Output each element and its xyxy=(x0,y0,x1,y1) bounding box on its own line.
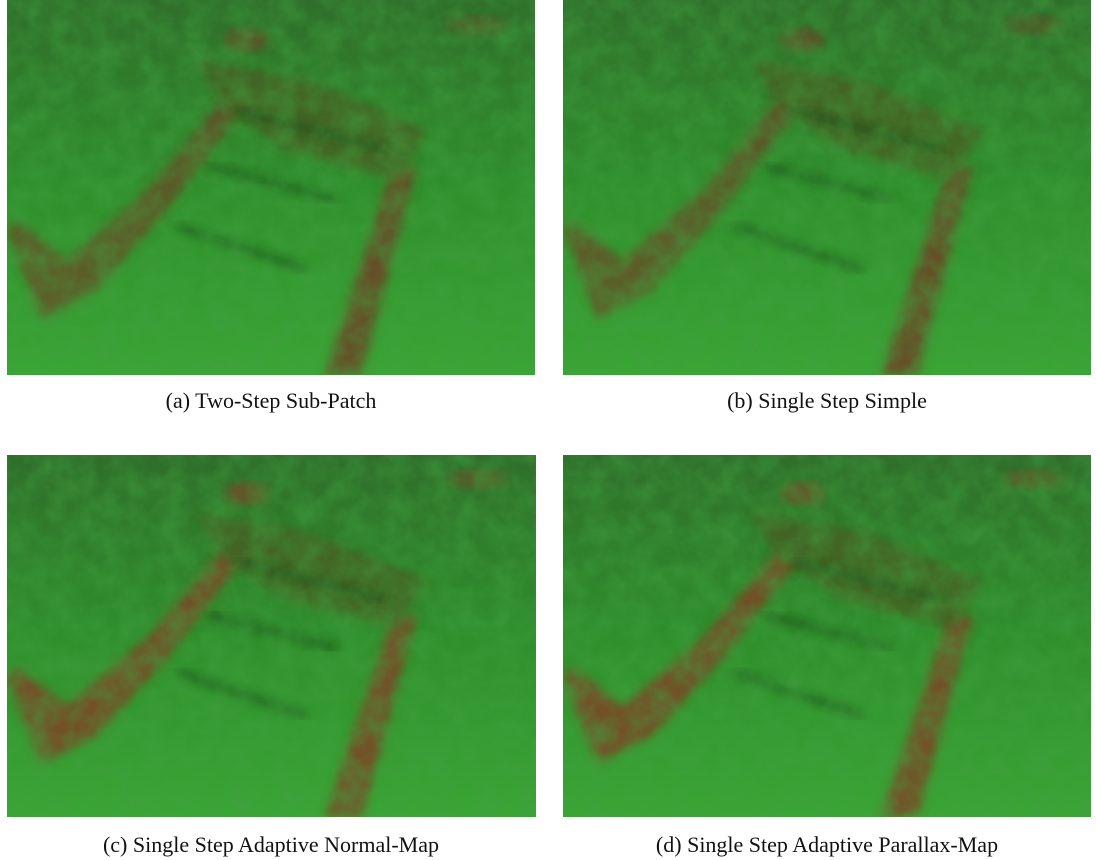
figure-caption: (d) Single Step Adaptive Parallax-Map xyxy=(557,832,1096,858)
texture xyxy=(7,0,535,375)
caption-label: (c) xyxy=(103,832,127,857)
caption-text: Single Step Adaptive Parallax-Map xyxy=(687,832,998,857)
terrain-render xyxy=(7,0,535,375)
caption-text: Single Step Simple xyxy=(758,388,927,413)
terrain-render xyxy=(563,455,1091,817)
terrain-render xyxy=(7,455,536,817)
figure-caption: (c) Single Step Adaptive Normal-Map xyxy=(1,832,541,858)
texture xyxy=(7,455,536,817)
caption-text: Single Step Adaptive Normal-Map xyxy=(133,832,439,857)
terrain-render xyxy=(563,0,1091,375)
texture xyxy=(563,0,1091,375)
figure-caption: (b) Single Step Simple xyxy=(557,388,1096,414)
texture xyxy=(563,455,1091,817)
caption-label: (d) xyxy=(656,832,682,857)
caption-label: (a) xyxy=(166,388,190,413)
caption-label: (b) xyxy=(727,388,753,413)
page: {"figures": [ {"label": "(a)", "caption"… xyxy=(0,0,1096,860)
figure-caption: (a) Two-Step Sub-Patch xyxy=(1,388,541,414)
caption-text: Two-Step Sub-Patch xyxy=(195,388,376,413)
